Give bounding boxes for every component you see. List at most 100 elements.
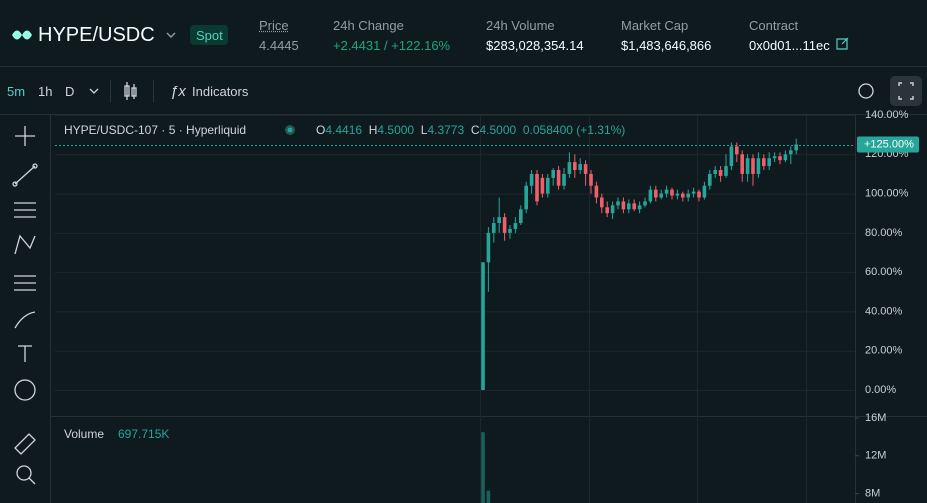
ohlc-key: O	[316, 123, 326, 137]
logo	[12, 30, 32, 40]
stat-label: Price	[259, 18, 289, 33]
candle-body	[702, 185, 707, 198]
candle-body	[772, 156, 777, 159]
alert-icon[interactable]	[858, 83, 874, 99]
candle-body	[697, 191, 701, 198]
candle-body	[600, 197, 604, 208]
candle-body	[681, 193, 685, 198]
candle-body	[632, 203, 636, 210]
y-tick-label: 0.00%	[865, 384, 896, 396]
stat-value: 4.4445	[259, 38, 299, 53]
candle-body	[783, 154, 788, 161]
candle-body	[562, 173, 566, 186]
candle-body	[610, 205, 615, 214]
y-tick-label: 60.00%	[865, 266, 903, 278]
candle-body	[637, 205, 642, 210]
indicators-btn[interactable]: Indicators	[192, 84, 249, 99]
volume-bar	[486, 490, 491, 503]
drawing-tools[interactable]	[12, 126, 38, 485]
candle-body	[740, 154, 744, 174]
candle-body	[751, 158, 755, 174]
candle-body	[492, 223, 496, 233]
candle-body	[529, 173, 534, 186]
change: 0.058400	[522, 123, 573, 137]
candle-body	[675, 193, 680, 196]
candle-icon[interactable]	[124, 82, 137, 100]
interval[interactable]: D	[65, 84, 75, 99]
candle-body	[605, 207, 609, 214]
candle-body	[664, 189, 669, 194]
interval[interactable]: 5m	[7, 84, 26, 99]
candle-body	[616, 201, 620, 206]
spot-badge	[190, 25, 228, 45]
candle-body	[535, 173, 539, 202]
stat-label: Market Cap	[621, 18, 689, 33]
y-tick-label: 140.00%	[865, 109, 909, 121]
candle-body	[735, 146, 739, 155]
y-tick-label: 100.00%	[865, 187, 909, 199]
candle-body	[502, 217, 507, 233]
candle-body	[578, 164, 582, 170]
header-bg	[0, 0, 927, 66]
legend-ohlc: O4.4416 H4.5000 L4.3773 C4.5000 0.058400…	[316, 123, 625, 137]
candle-body	[794, 144, 798, 151]
stat-value[interactable]: 0x0d01...11ec	[749, 38, 830, 53]
stat-label: 24h Volume	[486, 18, 555, 33]
stat-label: 24h Change	[333, 18, 404, 33]
candle-body	[686, 193, 690, 198]
candle-body	[778, 156, 782, 161]
stat-value: +2.4431 / +122.16%	[333, 38, 451, 53]
candle-body	[546, 177, 550, 194]
fullscreen-btn[interactable]	[890, 76, 922, 106]
candle-body	[486, 232, 491, 263]
ohlc-value: 4.5000	[377, 123, 415, 137]
y-tick-label: 20.00%	[865, 345, 903, 357]
interval-chevron[interactable]	[89, 88, 99, 94]
volume-tick-label: 12M	[865, 450, 886, 462]
candle-body	[659, 193, 663, 198]
candle-body	[513, 223, 518, 229]
candle-body	[589, 173, 593, 186]
volume-tick-label: 16M	[865, 412, 886, 424]
pair[interactable]: HYPE/USDC	[38, 24, 155, 46]
candle-body	[648, 189, 653, 202]
link-icon[interactable]	[836, 37, 849, 50]
y-tick-label: 80.00%	[865, 227, 903, 239]
candle-body	[573, 162, 577, 170]
candle-body	[643, 201, 647, 206]
candle-body	[708, 173, 712, 186]
fx-icon[interactable]: ƒx	[170, 83, 186, 100]
volume-title: Volume	[64, 427, 105, 441]
candle-body	[756, 158, 761, 174]
candle-body	[713, 170, 717, 174]
candle-body	[508, 228, 512, 233]
candle-body	[691, 191, 696, 194]
fullscreen-icon[interactable]	[898, 82, 914, 100]
badge: Spot	[196, 28, 223, 43]
status-dot-inner	[287, 127, 293, 133]
volume-bar	[481, 432, 485, 503]
candle-body	[551, 170, 555, 178]
candle-body	[627, 203, 631, 210]
candle-body	[583, 164, 588, 174]
candle-body	[789, 150, 793, 155]
candle-body	[497, 217, 501, 224]
ohlc-value: 4.4416	[325, 123, 363, 137]
stat-label: Contract	[749, 18, 799, 33]
candle-body	[762, 158, 766, 167]
candle-body	[654, 189, 658, 198]
pair-chevron[interactable]	[166, 32, 176, 38]
stat-value: $1,483,646,866	[621, 38, 712, 53]
candle-body	[594, 185, 599, 198]
volume-value: 697.715K	[118, 427, 170, 441]
candle-body	[767, 158, 771, 167]
y-tick-label: 40.00%	[865, 305, 903, 317]
interval[interactable]: 1h	[38, 84, 53, 99]
ohlc-key: H	[368, 123, 378, 137]
candle-body	[567, 162, 572, 174]
candle-body	[556, 170, 561, 186]
stat-value: $283,028,354.14	[486, 38, 584, 53]
candle-body	[745, 158, 750, 174]
